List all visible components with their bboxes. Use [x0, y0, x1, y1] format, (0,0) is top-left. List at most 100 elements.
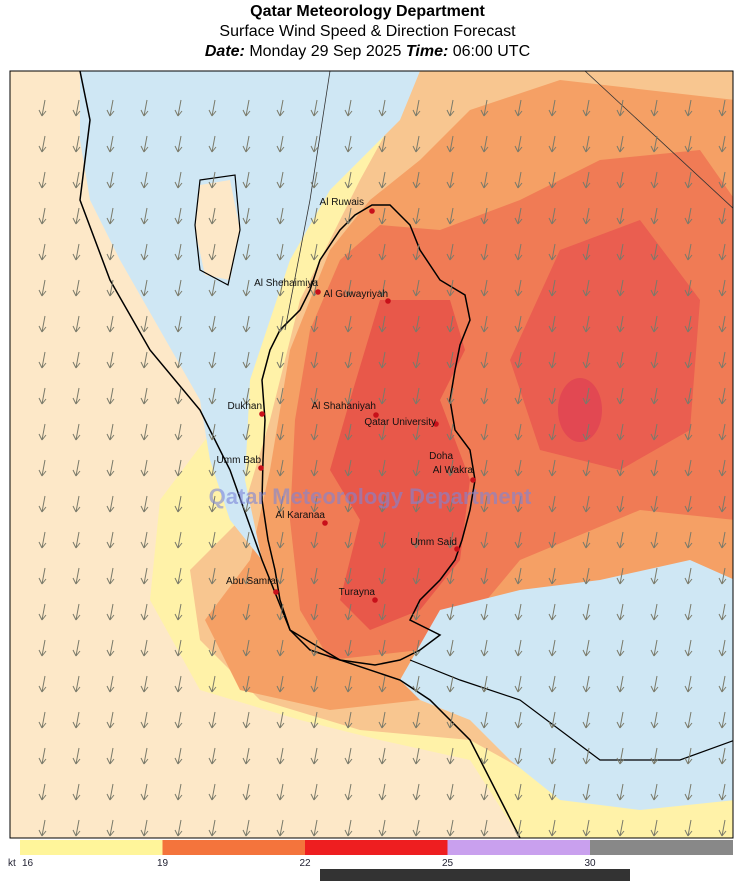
wind-arrow: [174, 675, 183, 693]
wind-arrow: [378, 135, 387, 153]
place-label: Al Shehaimiya: [254, 278, 318, 289]
wind-arrow: [412, 711, 421, 729]
wind-arrow: [718, 531, 727, 549]
wind-arrow: [208, 207, 217, 225]
wind-arrow: [446, 819, 455, 837]
wind-arrow: [344, 783, 353, 801]
wind-arrow: [480, 531, 489, 549]
wind-arrow: [378, 675, 387, 693]
wind-arrow: [514, 243, 523, 261]
wind-arrow: [174, 639, 183, 657]
wind-arrow: [242, 567, 251, 585]
wind-arrow: [616, 819, 625, 837]
wind-arrow: [616, 711, 625, 729]
wind-arrow: [548, 639, 557, 657]
wind-arrow: [650, 279, 659, 297]
wind-arrow: [72, 99, 81, 117]
wind-arrow: [242, 135, 251, 153]
wind-arrow: [412, 567, 421, 585]
wind-arrow: [718, 423, 727, 441]
wind-arrow: [310, 747, 319, 765]
wind-arrow: [480, 387, 489, 405]
wind-arrow: [242, 171, 251, 189]
wind-arrow: [616, 783, 625, 801]
wind-arrow: [446, 675, 455, 693]
wind-arrow: [38, 171, 47, 189]
wind-arrow: [412, 819, 421, 837]
wind-arrow: [72, 243, 81, 261]
wind-arrow: [276, 819, 285, 837]
wind-arrow: [582, 531, 591, 549]
place-label: Al Shahaniyah: [312, 401, 377, 412]
wind-arrow: [378, 351, 387, 369]
wind-arrow: [446, 603, 455, 621]
place-dot: [470, 477, 476, 483]
wind-arrow: [276, 783, 285, 801]
wind-arrow: [72, 351, 81, 369]
wind-arrow: [344, 351, 353, 369]
wind-arrow: [616, 459, 625, 477]
place-label: Qatar University: [364, 417, 436, 428]
wind-arrow: [242, 675, 251, 693]
wind-arrow: [412, 495, 421, 513]
wind-arrow: [242, 423, 251, 441]
wind-arrow: [38, 675, 47, 693]
wind-arrow: [242, 711, 251, 729]
wind-arrow: [514, 495, 523, 513]
wind-arrow: [106, 567, 115, 585]
wind-arrow: [208, 603, 217, 621]
wind-arrow: [344, 171, 353, 189]
wind-arrow: [276, 99, 285, 117]
wind-arrow: [106, 459, 115, 477]
wind-arrow: [208, 135, 217, 153]
place-label: Umm Bab: [217, 455, 262, 466]
wind-arrow: [412, 423, 421, 441]
wind-arrow: [106, 495, 115, 513]
wind-arrow: [344, 819, 353, 837]
wind-arrow: [548, 207, 557, 225]
wind-arrow: [38, 351, 47, 369]
wind-arrow: [174, 603, 183, 621]
wind-arrow: [480, 459, 489, 477]
wind-arrow: [310, 531, 319, 549]
legend-tick: 25: [442, 858, 454, 869]
wind-arrow: [446, 531, 455, 549]
wind-arrow: [548, 567, 557, 585]
wind-arrow: [344, 135, 353, 153]
wind-arrow: [412, 171, 421, 189]
wind-arrow: [106, 711, 115, 729]
wind-arrow: [276, 567, 285, 585]
wind-arrow: [140, 459, 149, 477]
wind-arrow: [106, 135, 115, 153]
wind-arrow: [174, 315, 183, 333]
wind-arrow: [378, 279, 387, 297]
wind-arrow: [718, 171, 727, 189]
wind-arrow: [582, 279, 591, 297]
wind-arrow: [480, 567, 489, 585]
wind-arrow: [38, 531, 47, 549]
wind-arrow: [242, 639, 251, 657]
wind-arrow: [548, 315, 557, 333]
wind-arrow: [650, 387, 659, 405]
wind-arrow: [650, 459, 659, 477]
wind-arrow: [208, 747, 217, 765]
wind-arrow: [446, 315, 455, 333]
wind-arrow: [344, 675, 353, 693]
wind-arrow: [412, 135, 421, 153]
wind-arrow: [106, 747, 115, 765]
wind-arrow: [344, 279, 353, 297]
wind-arrow: [174, 423, 183, 441]
wind-arrow: [242, 315, 251, 333]
wind-arrow: [276, 531, 285, 549]
wind-arrow: [718, 567, 727, 585]
wind-arrow: [140, 639, 149, 657]
legend: kt 16 19 22 25 30: [8, 840, 733, 869]
wind-arrow: [310, 711, 319, 729]
wind-arrow: [140, 711, 149, 729]
wind-arrow: [276, 747, 285, 765]
wind-arrow: [582, 603, 591, 621]
wind-arrow: [106, 819, 115, 837]
wind-arrow: [378, 171, 387, 189]
wind-arrow: [616, 495, 625, 513]
